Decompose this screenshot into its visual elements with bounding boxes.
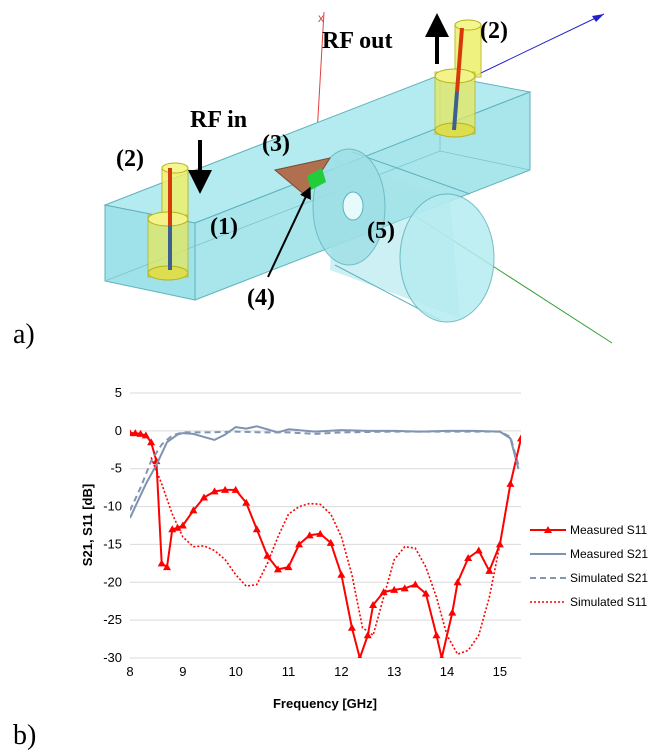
y-tick-label: -15 [103,536,122,551]
data-point [231,485,240,493]
data-point [474,546,483,554]
x-tick-label: 14 [440,664,454,679]
data-point [337,570,346,578]
panel-b-chart: 5 0 -5 -10 -15 -20 -25 -30 8 9 10 11 12 13 14 15 Measu… [13,385,648,751]
y-tick-label: -30 [103,650,122,665]
data-point [464,554,473,562]
axis-blue-arrow-icon [592,14,604,22]
legend-label: Simulated S21 [570,571,648,585]
chart-series [130,425,521,658]
y-tick-label: -10 [103,499,122,514]
series-line [130,430,520,511]
label-rf-in: RF in [190,107,247,133]
data-point [485,566,494,574]
chart-legend: Measured S11 Measured S21 Simulated S21 Sim… [530,523,648,609]
data-point [495,540,504,548]
x-tick-label: 10 [228,664,242,679]
connector-right [434,19,482,138]
data-point [305,531,314,539]
y-tick-label: -25 [103,612,122,627]
data-point [157,559,166,567]
series-line [130,425,520,519]
data-point [347,623,356,631]
x-tick-label: 9 [179,664,186,679]
cylinder-waveguide [312,148,495,323]
data-point [453,578,462,586]
legend-marker [544,526,552,533]
panel-a-letter: a) [13,319,35,350]
y-tick-labels: 5 0 -5 -10 -15 -20 -25 -30 [103,385,122,665]
x-tick-label: 15 [493,664,507,679]
data-point [210,487,219,495]
data-point [141,431,150,439]
label-rf-out: RF out [322,28,392,54]
y-tick-label: -20 [103,574,122,589]
label-1: (1) [210,214,238,240]
data-point [363,631,372,639]
chart-grid [130,392,521,659]
data-point [147,438,156,446]
label-2-left: (2) [116,146,144,172]
data-point [448,608,457,616]
series-line [150,438,521,656]
data-point [379,588,388,596]
legend-label: Measured S11 [570,523,647,537]
data-point [189,506,198,514]
x-tick-label: 13 [387,664,401,679]
data-point [439,654,445,658]
data-point [263,551,272,559]
data-point [273,565,282,573]
data-point [221,485,230,493]
x-tick-label: 11 [282,664,296,679]
x-axis-title: Frequency [GHz] [273,696,377,711]
data-point [284,563,293,571]
label-4-arrow [267,186,311,278]
label-3: (3) [262,131,290,157]
panel-b-letter: b) [13,720,36,751]
data-point [369,601,378,608]
y-axis-title: S21, S11 [dB] [80,484,95,566]
axis-red-marker-icon: x [318,11,324,25]
y-tick-label: 5 [115,385,122,400]
y-tick-label: 0 [115,423,122,438]
legend-label: Simulated S11 [570,595,647,609]
data-point [326,538,335,546]
y-tick-label: -5 [110,461,122,476]
data-point [199,493,208,501]
data-point [242,498,251,506]
data-point [411,580,420,588]
x-tick-label: 12 [334,664,348,679]
label-5: (5) [367,218,395,244]
data-point [432,631,441,639]
data-point [400,584,409,592]
data-point [252,525,261,533]
label-4: (4) [247,285,275,311]
connector-left [147,162,189,281]
coupling-green-patch [307,168,326,190]
label-2-right: (2) [480,18,508,44]
data-point [357,654,363,658]
data-point [131,429,140,437]
data-point [178,521,187,529]
data-point [136,429,145,437]
x-tick-labels: 8 9 10 11 12 13 14 15 [126,664,507,679]
series-line [130,432,521,658]
data-point [295,540,304,548]
data-point [390,585,399,593]
data-point [421,589,430,597]
data-point [162,563,171,571]
data-point [316,529,325,537]
x-tick-label: 8 [126,664,133,679]
panel-a-3d-model: x [13,0,620,350]
legend-label: Measured S21 [570,547,648,561]
